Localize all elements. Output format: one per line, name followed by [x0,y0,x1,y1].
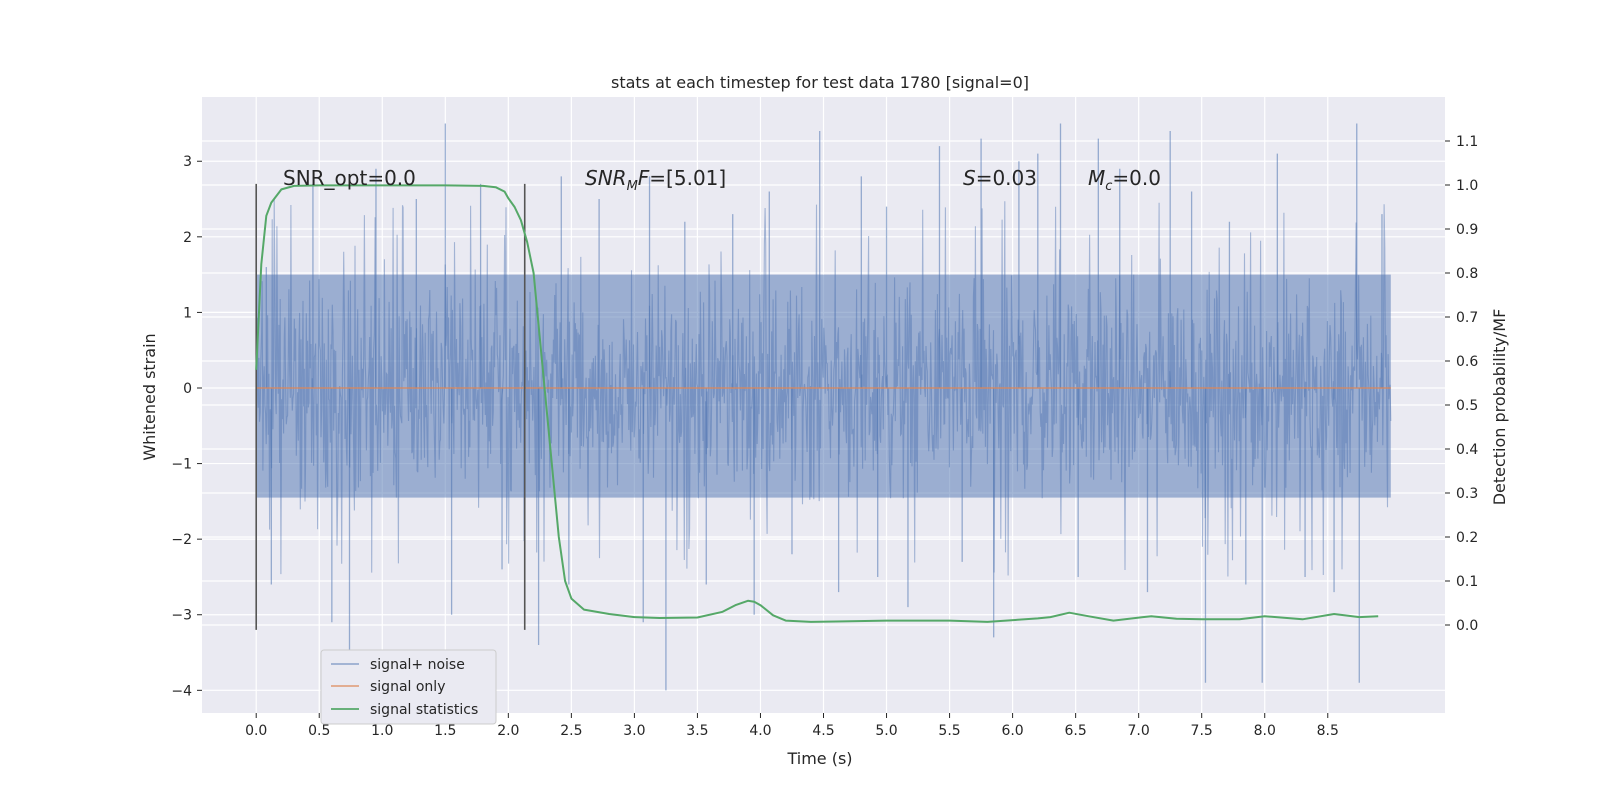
y2-tick-label: 0.1 [1456,574,1478,590]
y-tick-label: 1 [183,305,192,321]
y-tick-label: −3 [171,608,192,624]
y2-axis-label: Detection probability/MF [1490,309,1509,506]
legend-label-noise: signal+ noise [370,657,465,673]
x-tick-label: 3.0 [623,723,645,739]
s-annotation: S=0.03 [963,166,1037,190]
snr-opt-annotation: SNR_opt=0.0 [283,166,416,190]
y-tick-label: 3 [183,154,192,170]
y-axis-label: Whitened strain [140,333,159,460]
x-tick-label: 7.5 [1191,723,1213,739]
x-tick-label: 0.5 [308,723,330,739]
x-axis-label: Time (s) [786,749,852,768]
y2-tick-label: 1.1 [1456,134,1478,150]
statistics-series [255,184,1379,623]
x-tick-label: 5.0 [875,723,897,739]
y2-tick-label: 0.8 [1456,266,1478,282]
legend-box [320,649,497,725]
y-tick-label: 2 [183,230,192,246]
statistics-line [255,184,1379,623]
mc-annotation: Mc=0.0 [1088,166,1161,194]
x-tick-label: 8.0 [1254,723,1276,739]
x-tick-label: 1.5 [434,723,456,739]
legend: signal+ noise signal only signal statist… [320,649,497,725]
mc-value: =0.0 [1112,166,1161,190]
y2-tick-label: 0.7 [1456,310,1478,326]
x-tick-label: 2.0 [497,723,519,739]
y-tick-label: −2 [171,532,192,548]
y2-tick-label: 0.0 [1456,618,1478,634]
y2-tick-label: 0.4 [1456,442,1478,458]
s-value: =0.03 [976,166,1037,190]
chart-title: stats at each timestep for test data 178… [611,73,1029,92]
y2-tick-label: 0.5 [1456,398,1478,414]
snr-mf-annotation: SNRMF=[5.01] [585,166,726,194]
legend-label-statistics: signal statistics [370,702,478,718]
noise-series [255,123,1392,691]
y2-tick-label: 0.2 [1456,530,1478,546]
y2-tick-label: 0.6 [1456,354,1478,370]
x-tick-label: 5.5 [938,723,960,739]
x-tick-label: 1.0 [371,723,393,739]
x-tick-label: 3.5 [686,723,708,739]
x-tick-label: 7.0 [1128,723,1150,739]
x-tick-label: 6.0 [1001,723,1023,739]
snr-mf-symbol: SNR [585,166,627,190]
y2-tick-label: 0.3 [1456,486,1478,502]
legend-label-signal-only: signal only [370,679,445,695]
y2-tick-label: 0.9 [1456,222,1478,238]
marker-lines [255,183,526,630]
x-tick-label: 0.0 [245,723,267,739]
y-tick-label: −1 [171,457,192,473]
x-tick-label: 4.0 [749,723,771,739]
snr-mf-subscript: M [627,179,638,194]
x-tick-label: 8.5 [1317,723,1339,739]
noise-core-band [256,274,1391,498]
y-tick-label: 0 [183,381,192,397]
snr-mf-value: =[5.01] [649,166,726,190]
snr-mf-symbol-f: F [638,166,650,190]
x-tick-label: 6.5 [1064,723,1086,739]
y-tick-label: −4 [171,683,192,699]
mc-symbol: M [1088,166,1105,190]
y2-tick-label: 1.0 [1456,178,1478,194]
x-tick-label: 2.5 [560,723,582,739]
s-symbol: S [963,166,976,190]
x-tick-label: 4.5 [812,723,834,739]
tick-labels: 0.0 0.5 1.0 1.5 2.0 2.5 3.0 3.5 4.0 4.5 5.0 5.5 6.0 6… [171,134,1478,739]
mc-subscript: c [1105,179,1112,194]
